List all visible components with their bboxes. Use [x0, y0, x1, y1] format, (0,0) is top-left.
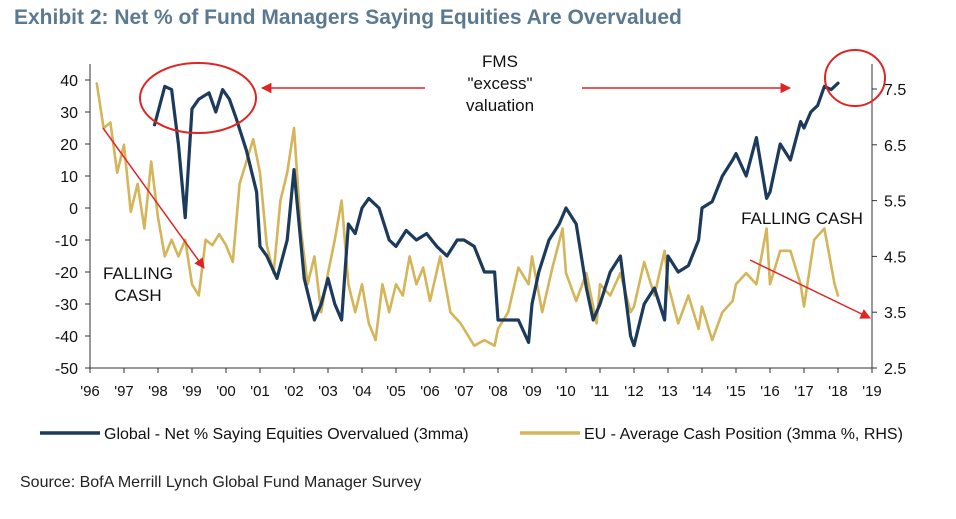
y-right-tick-label: 2.5: [884, 361, 906, 378]
legend-global-label: Global - Net % Saying Equities Overvalue…: [104, 426, 469, 443]
x-tick-label: '98: [148, 383, 168, 400]
x-tick-label: '97: [114, 383, 134, 400]
x-tick-label: '19: [862, 383, 882, 400]
x-tick-label: '12: [624, 383, 644, 400]
chart: 40 30 20 10 0 -10 -20 -30 -40 -50 7.5 6.5 5.5 4.5 3.5 2…: [40, 49, 906, 443]
arrow-falling-cash-right: [749, 259, 871, 319]
highlight-circle-left: [139, 62, 257, 134]
annotation-fms-excess-valuation-line: valuation: [466, 96, 534, 115]
legend-eu-label: EU - Average Cash Position (3mma %, RHS): [584, 426, 903, 443]
x-tick-label: '10: [556, 383, 576, 400]
y-left-tick-label: -30: [55, 297, 78, 314]
y-left-tick-label: -50: [55, 361, 78, 378]
x-tick-label: '07: [454, 383, 474, 400]
x-tick-label: '03: [318, 383, 338, 400]
x-tick-label: '16: [760, 383, 780, 400]
x-tick-label: '18: [828, 383, 848, 400]
x-tick-label: '00: [216, 383, 236, 400]
y-left-tick-label: -40: [55, 329, 78, 346]
global-overvalued-line: [153, 81, 840, 348]
y-left-tick-label: 0: [69, 201, 78, 218]
x-tick-label: '96: [80, 383, 100, 400]
y-left-tick-label: 20: [60, 137, 78, 154]
x-tick-label: '02: [284, 383, 304, 400]
annotation-fms-excess-valuation-line: FMS: [482, 52, 518, 71]
y-right-tick-label: 7.5: [884, 82, 906, 99]
y-right-tick-label: 5.5: [884, 194, 906, 211]
annotation-falling-cash-left-line: FALLING: [103, 264, 173, 283]
y-left-tick-label: -20: [55, 265, 78, 282]
y-right-tick-label: 3.5: [884, 305, 906, 322]
y-left-tick-label: 10: [60, 169, 78, 186]
y-left-tick-label: -10: [55, 233, 78, 250]
eu-cash-line: [95, 82, 840, 348]
x-tick-label: '11: [591, 383, 609, 400]
annotation-falling-cash-right-line: FALLING CASH: [741, 209, 863, 228]
x-tick-label: '01: [250, 383, 270, 400]
y-right-tick-label: 6.5: [884, 138, 906, 155]
x-tick-label: '09: [522, 383, 542, 400]
x-tick-label: '14: [692, 383, 712, 400]
highlight-circle-right: [824, 49, 886, 107]
x-tick-label: '13: [658, 383, 678, 400]
chart-title: Exhibit 2: Net % of Fund Managers Saying…: [14, 6, 682, 29]
y-left-tick-label: 40: [60, 73, 78, 90]
annotation-falling-cash-left-line: CASH: [114, 286, 161, 305]
x-tick-label: '04: [352, 383, 372, 400]
y-left-tick-label: 30: [60, 105, 78, 122]
x-tick-label: '05: [386, 383, 406, 400]
source-note: Source: BofA Merrill Lynch Global Fund M…: [20, 474, 422, 491]
x-tick-label: '06: [420, 383, 440, 400]
x-tick-label: '17: [794, 383, 814, 400]
y-right-tick-label: 4.5: [884, 249, 906, 266]
x-tick-label: '15: [726, 383, 746, 400]
arrow-falling-cash-left: [102, 127, 205, 269]
x-tick-label: '99: [182, 383, 202, 400]
annotation-fms-excess-valuation-line: "excess": [468, 74, 533, 93]
x-tick-label: '08: [488, 383, 508, 400]
